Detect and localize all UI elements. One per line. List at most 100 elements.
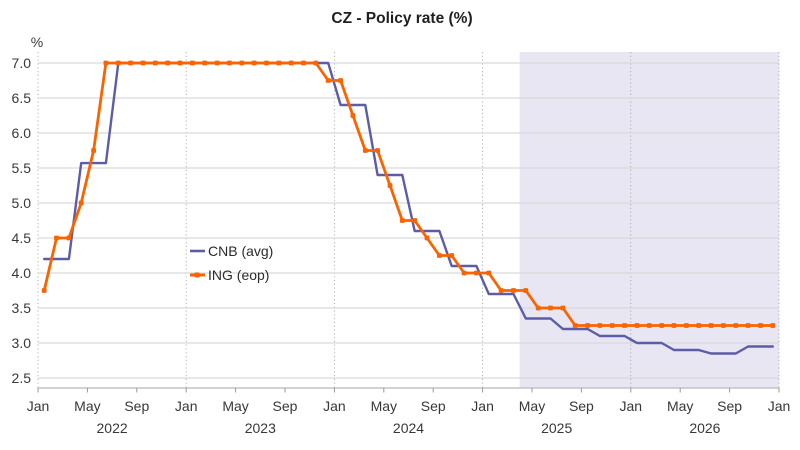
ing-eop-marker	[177, 60, 183, 66]
ing-eop-marker	[152, 60, 158, 66]
ing-eop-marker	[474, 270, 479, 276]
x-year-label: 2025	[541, 420, 572, 436]
ing-eop-marker	[646, 323, 652, 328]
y-tick-label: 3.5	[12, 300, 32, 316]
ing-eop-marker	[511, 288, 516, 293]
x-tick-label: Sep	[124, 398, 149, 414]
ing-eop-marker	[338, 78, 343, 83]
x-tick-label: Jan	[620, 398, 643, 414]
forecast-shaded-region	[519, 52, 779, 388]
ing-eop-marker	[387, 183, 393, 188]
ing-eop-marker	[758, 323, 763, 328]
ing-eop-marker	[239, 60, 245, 66]
x-tick-label: Sep	[717, 398, 742, 414]
ing-eop-marker	[671, 323, 677, 328]
ing-eop-marker	[560, 305, 566, 311]
ing-eop-marker	[535, 305, 541, 311]
legend-label-ing: ING (eop)	[208, 267, 269, 283]
ing-eop-marker	[437, 253, 442, 258]
ing-eop-marker	[103, 60, 109, 66]
ing-eop-marker	[325, 78, 331, 83]
y-tick-label: 4.5	[12, 230, 32, 246]
series-layer	[41, 60, 776, 355]
ing-eop-marker	[276, 60, 282, 66]
legend-label-cnb: CNB (avg)	[208, 243, 273, 259]
legend-item-ing: ING (eop)	[190, 267, 269, 283]
x-tick-label: May	[371, 398, 397, 414]
x-tick-label: May	[222, 398, 248, 414]
y-tick-label: 2.5	[12, 370, 32, 386]
ing-eop-marker	[399, 218, 405, 223]
y-tick-label: 5.5	[12, 160, 32, 176]
ing-eop-marker	[54, 235, 59, 241]
x-tick-label: Sep	[421, 398, 446, 414]
x-tick-label: May	[667, 398, 693, 414]
y-tick-label: 4.0	[12, 265, 32, 281]
ing-eop-marker	[227, 60, 232, 66]
ing-eop-marker	[202, 60, 208, 66]
ing-eop-marker	[449, 253, 455, 258]
x-year-label: 2023	[245, 420, 276, 436]
x-tick-label: Sep	[569, 398, 594, 414]
x-tick-label: Jan	[768, 398, 791, 414]
ing-eop-marker	[350, 113, 356, 118]
ing-eop-marker	[91, 148, 96, 153]
legend-item-cnb: CNB (avg)	[190, 243, 273, 259]
ing-eop-marker	[128, 60, 133, 66]
x-tick-label: Jan	[27, 398, 50, 414]
x-year-label: 2022	[97, 420, 128, 436]
x-tick-label: Jan	[471, 398, 494, 414]
x-tick-label: May	[519, 398, 545, 414]
ing-eop-marker	[264, 60, 269, 66]
ing-eop-marker	[288, 60, 294, 66]
ing-eop-marker	[375, 148, 380, 153]
ing-eop-marker	[548, 305, 553, 311]
ing-eop-marker	[597, 323, 603, 328]
y-tick-label: 6.0	[12, 125, 32, 141]
ing-eop-marker	[523, 288, 529, 293]
ing-eop-marker	[115, 60, 121, 66]
ing-eop-marker	[251, 60, 257, 66]
ing-eop-marker	[41, 288, 47, 293]
y-axis-unit-label: %	[31, 34, 43, 50]
ing-eop-marker	[684, 323, 689, 328]
ing-eop-marker	[313, 60, 319, 66]
ing-eop-marker	[498, 288, 504, 293]
ing-eop-marker	[214, 60, 220, 66]
y-tick-label: 6.5	[12, 90, 32, 106]
ing-eop-marker	[622, 323, 627, 328]
ing-eop-marker	[634, 323, 640, 328]
y-tick-label: 5.0	[12, 195, 32, 211]
ing-eop-marker	[733, 323, 739, 328]
legend: CNB (avg) ING (eop)	[190, 243, 273, 283]
ing-eop-marker	[78, 200, 84, 206]
x-tick-label: Jan	[323, 398, 346, 414]
ing-eop-marker	[362, 148, 368, 153]
ing-eop-marker	[721, 323, 726, 328]
ing-eop-marker	[165, 60, 171, 66]
ing-eop-marker	[659, 323, 665, 328]
ing-eop-marker	[190, 60, 195, 66]
ing-eop-marker	[572, 323, 578, 328]
ing-eop-marker	[412, 218, 418, 223]
axis-layer: 7.0 6.5 6.0 5.5 5.0 4.5 4.0 3.5 3.0 2.5 Jan May Sep J…	[12, 55, 791, 436]
x-tick-label: May	[74, 398, 100, 414]
x-year-label: 2026	[689, 420, 720, 436]
ing-eop-marker	[745, 323, 751, 328]
forecast-band-layer	[519, 52, 779, 388]
ing-eop-marker	[609, 323, 615, 328]
ing-eop-marker	[585, 323, 590, 328]
ing-eop-marker	[424, 235, 430, 241]
y-tick-label: 3.0	[12, 335, 32, 351]
x-year-label: 2024	[393, 420, 424, 436]
y-tick-label: 7.0	[12, 55, 32, 71]
ing-eop-marker	[301, 60, 306, 66]
x-tick-label: Sep	[273, 398, 298, 414]
ing-eop-marker	[486, 270, 492, 276]
ing-eop-marker	[708, 323, 714, 328]
ing-eop-marker	[140, 60, 146, 66]
ing-eop-marker	[696, 323, 702, 328]
ing-eop-marker	[461, 270, 467, 276]
